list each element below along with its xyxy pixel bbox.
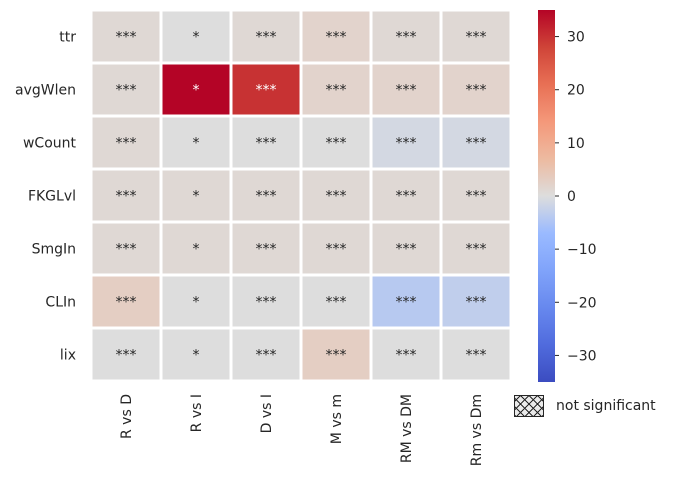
hatch-swatch bbox=[514, 395, 544, 417]
colorbar-gradient bbox=[538, 10, 555, 382]
heatmap-cell bbox=[89, 326, 163, 383]
cell-annotation: *** bbox=[396, 242, 417, 258]
heatmap-cell bbox=[369, 220, 443, 277]
heatmap-cell bbox=[439, 326, 513, 383]
heatmap-cell bbox=[439, 273, 513, 330]
heatmap-cell bbox=[299, 326, 373, 383]
row-label: SmgIn bbox=[32, 242, 76, 258]
cell-annotation: *** bbox=[256, 136, 277, 152]
colorbar: 30 20 10 0 −10 −20 −30 bbox=[538, 10, 597, 382]
cell-annotation: *** bbox=[256, 30, 277, 46]
cell-annotation: *** bbox=[256, 83, 277, 99]
cell-annotation: *** bbox=[256, 189, 277, 205]
cell-annotation: * bbox=[193, 242, 200, 258]
cell-annotation: *** bbox=[466, 136, 487, 152]
heatmap-cell bbox=[89, 273, 163, 330]
cell-annotation: *** bbox=[326, 83, 347, 99]
column-labels: R vs D R vs I D vs I M vs m RM vs DM Rm vs Dm bbox=[119, 394, 485, 466]
cell-annotation: * bbox=[193, 189, 200, 205]
colorbar-tick-label: 30 bbox=[567, 30, 585, 46]
cell-annotations: *** * *** *** *** ****** * *** *** *** ****** * *** *… bbox=[116, 30, 487, 364]
colorbar-tick-label: 20 bbox=[567, 83, 585, 99]
colorbar-tick-label: 0 bbox=[567, 189, 576, 205]
cell-annotation: *** bbox=[326, 30, 347, 46]
legend-label: not significant bbox=[556, 398, 656, 414]
cell-annotation: *** bbox=[256, 348, 277, 364]
cell-annotation: *** bbox=[396, 295, 417, 311]
cell-annotation: *** bbox=[396, 136, 417, 152]
column-label: D vs I bbox=[259, 394, 275, 433]
row-label: avgWlen bbox=[15, 83, 76, 99]
row-label: ttr bbox=[59, 30, 76, 46]
cell-annotation: *** bbox=[326, 189, 347, 205]
cell-annotation: * bbox=[193, 30, 200, 46]
heatmap-cell bbox=[439, 220, 513, 277]
cell-annotation: * bbox=[193, 136, 200, 152]
heatmap-cell bbox=[299, 114, 373, 171]
row-label: wCount bbox=[23, 136, 77, 152]
column-label: R vs I bbox=[189, 394, 205, 432]
row-label: lix bbox=[60, 348, 76, 364]
cell-annotation: *** bbox=[116, 83, 137, 99]
cell-annotation: *** bbox=[466, 189, 487, 205]
cell-annotation: * bbox=[193, 348, 200, 364]
cell-annotation: *** bbox=[466, 242, 487, 258]
cell-annotation: *** bbox=[326, 348, 347, 364]
heatmap-cell bbox=[299, 61, 373, 118]
heatmap-cell bbox=[229, 220, 303, 277]
cell-annotation: *** bbox=[466, 295, 487, 311]
cell-annotation: *** bbox=[116, 348, 137, 364]
row-label: CLIn bbox=[45, 295, 76, 311]
heatmap-cell bbox=[369, 167, 443, 224]
cell-annotation: *** bbox=[466, 83, 487, 99]
column-label: RM vs DM bbox=[399, 394, 415, 463]
heatmap-cell bbox=[159, 326, 233, 383]
cell-annotation: *** bbox=[396, 348, 417, 364]
cell-annotation: *** bbox=[326, 136, 347, 152]
colorbar-tick-label: −20 bbox=[567, 295, 597, 311]
cell-annotation: *** bbox=[116, 30, 137, 46]
cell-annotation: *** bbox=[256, 242, 277, 258]
cell-annotation: *** bbox=[116, 189, 137, 205]
cell-annotation: *** bbox=[116, 295, 137, 311]
heatmap-cells bbox=[89, 8, 513, 383]
cell-annotation: *** bbox=[116, 136, 137, 152]
column-label: M vs m bbox=[329, 394, 345, 444]
cell-annotation: *** bbox=[466, 348, 487, 364]
heatmap-cell bbox=[89, 167, 163, 224]
heatmap-cell bbox=[159, 61, 233, 118]
row-labels: ttr avgWlen wCount FKGLvl SmgIn CLIn lix bbox=[15, 30, 76, 364]
cell-annotation: *** bbox=[116, 242, 137, 258]
cell-annotation: * bbox=[193, 83, 200, 99]
column-label: Rm vs Dm bbox=[469, 394, 485, 466]
colorbar-tick-label: −30 bbox=[567, 348, 597, 364]
column-label: R vs D bbox=[119, 394, 135, 439]
cell-annotation: *** bbox=[396, 83, 417, 99]
heatmap-cell bbox=[369, 114, 443, 171]
cell-annotation: *** bbox=[326, 242, 347, 258]
row-label: FKGLvl bbox=[28, 189, 76, 205]
cell-annotation: *** bbox=[396, 30, 417, 46]
colorbar-tick-label: −10 bbox=[567, 242, 597, 258]
cell-annotation: *** bbox=[396, 189, 417, 205]
colorbar-tick-label: 10 bbox=[567, 136, 585, 152]
heatmap-cell bbox=[439, 8, 513, 65]
cell-annotation: *** bbox=[256, 295, 277, 311]
heatmap-cell bbox=[369, 326, 443, 383]
cell-annotation: * bbox=[193, 295, 200, 311]
legend: not significant bbox=[514, 395, 656, 417]
cell-annotation: *** bbox=[326, 295, 347, 311]
heatmap-cell bbox=[159, 167, 233, 224]
cell-annotation: *** bbox=[466, 30, 487, 46]
heatmap-cell bbox=[439, 167, 513, 224]
